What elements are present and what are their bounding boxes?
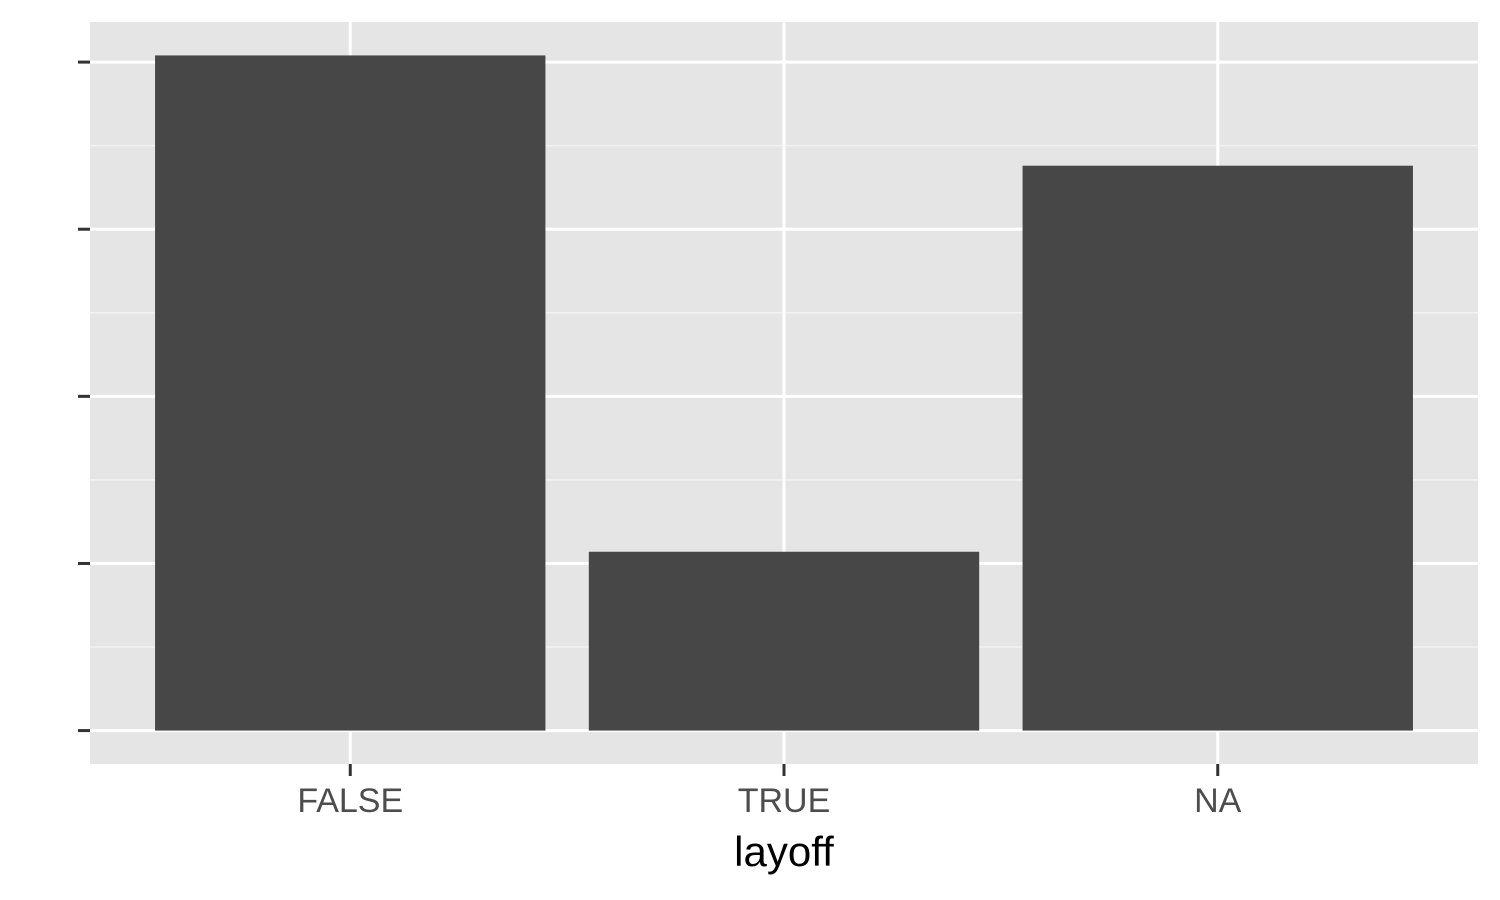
bars	[155, 55, 1413, 731]
x-tick-label: NA	[1194, 782, 1242, 820]
x-axis-tick-labels: FALSE TRUE NA	[297, 782, 1241, 820]
bar-true	[588, 551, 980, 731]
x-tick-label: FALSE	[297, 782, 403, 820]
x-axis-title: layoff	[734, 828, 834, 875]
x-tick-label: TRUE	[738, 782, 831, 820]
bar-na	[1022, 165, 1413, 731]
y-axis-ticks	[78, 60, 90, 733]
bar-false	[155, 55, 546, 731]
x-axis-ticks	[348, 764, 1220, 776]
